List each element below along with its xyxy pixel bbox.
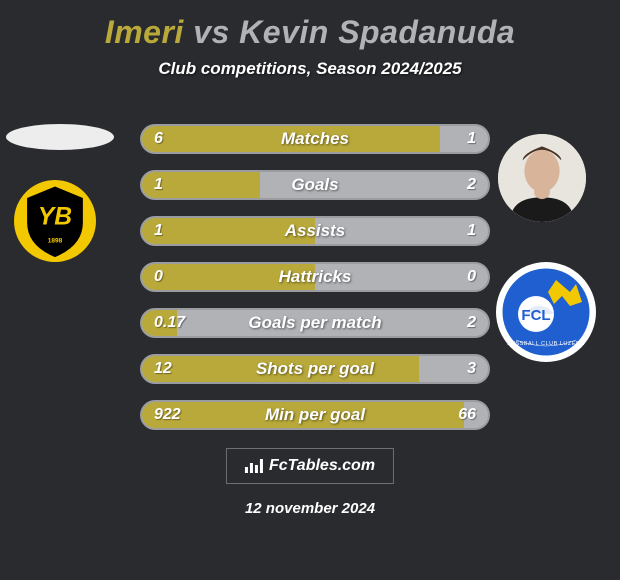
stat-label: Matches — [142, 129, 488, 149]
stat-value-right: 1 — [467, 130, 476, 148]
stat-row: 922Min per goal66 — [140, 400, 490, 430]
club-badge-right: FCL FUSSBALL CLUB LUZERN — [496, 262, 596, 362]
stat-value-right: 1 — [467, 222, 476, 240]
stat-row: 0Hattricks0 — [140, 262, 490, 292]
stat-label: Min per goal — [142, 405, 488, 425]
player-right-avatar — [498, 134, 586, 222]
branding-text: FcTables.com — [269, 457, 375, 475]
branding-box: FcTables.com — [226, 448, 394, 484]
stat-label: Hattricks — [142, 267, 488, 287]
player-right-name: Kevin Spadanuda — [239, 14, 515, 50]
subtitle: Club competitions, Season 2024/2025 — [0, 59, 620, 79]
club-badge-left: YB 1898 — [14, 180, 96, 262]
vs-separator: vs — [184, 14, 239, 50]
svg-text:YB: YB — [38, 203, 72, 230]
player-left-name: Imeri — [105, 14, 184, 50]
svg-text:FUSSBALL CLUB LUZERN: FUSSBALL CLUB LUZERN — [507, 341, 585, 347]
svg-text:1898: 1898 — [48, 237, 63, 244]
stat-value-right: 0 — [467, 268, 476, 286]
stat-label: Assists — [142, 221, 488, 241]
stat-label: Goals — [142, 175, 488, 195]
stat-value-right: 66 — [458, 406, 476, 424]
stat-row: 1Assists1 — [140, 216, 490, 246]
player-left-avatar — [6, 124, 114, 150]
stats-container: 6Matches11Goals21Assists10Hattricks00.17… — [140, 124, 490, 446]
stat-value-right: 2 — [467, 314, 476, 332]
chart-icon — [245, 459, 263, 473]
comparison-title: Imeri vs Kevin Spadanuda — [0, 0, 620, 51]
stat-row: 1Goals2 — [140, 170, 490, 200]
stat-row: 0.17Goals per match2 — [140, 308, 490, 338]
svg-text:FCL: FCL — [521, 307, 550, 324]
date-text: 12 november 2024 — [0, 500, 620, 517]
stat-label: Shots per goal — [142, 359, 488, 379]
stat-label: Goals per match — [142, 313, 488, 333]
stat-row: 6Matches1 — [140, 124, 490, 154]
stat-value-right: 3 — [467, 360, 476, 378]
stat-value-right: 2 — [467, 176, 476, 194]
stat-row: 12Shots per goal3 — [140, 354, 490, 384]
